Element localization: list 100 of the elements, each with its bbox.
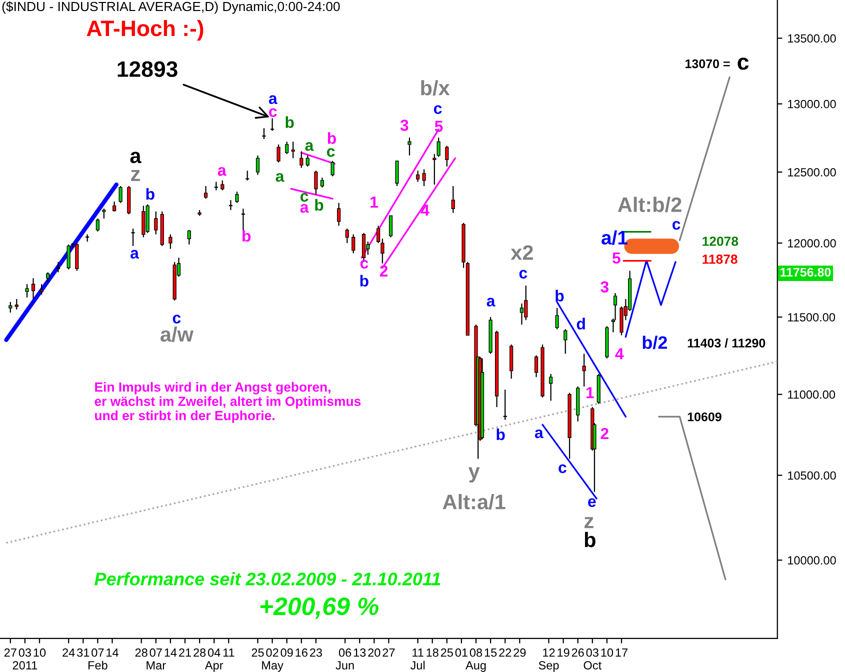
annotation: a [268, 95, 278, 104]
candlestick [330, 160, 334, 177]
annotation: Alt:b/2 [618, 196, 682, 212]
x-tick-label: 20 [368, 648, 380, 657]
annotation: 1 [370, 196, 378, 208]
annotation: b [328, 132, 336, 144]
candlestick [451, 185, 455, 214]
x-tick-label: 23 [310, 648, 322, 657]
candlestick [228, 200, 233, 211]
x-tick-label: 16 [296, 648, 308, 657]
chart-title: ($INDU - INDUSTRIAL AVERAGE,D) Dynamic,0:00-24:00 [2, 1, 340, 14]
text: 11756.80 [780, 268, 831, 277]
candlestick [112, 200, 116, 212]
annotation: 10609 [688, 412, 722, 422]
x-tick-label: 07 Mar [146, 648, 166, 670]
x-tick-label: 26 [572, 648, 584, 657]
annotation: z [584, 517, 594, 528]
candlestick [503, 389, 507, 420]
candlestick [246, 170, 250, 181]
x-tick-label: 07 Feb [88, 648, 108, 670]
candlestick [388, 215, 393, 238]
annotation: c [300, 193, 308, 202]
x-tick-label: 10 [34, 648, 46, 657]
y-tick-label: 13500.00 [788, 34, 836, 43]
candlestick [262, 128, 266, 140]
annotation: a/w [160, 326, 194, 342]
annotation: 4 [420, 204, 430, 216]
candlestick [256, 154, 260, 176]
annotation: c [360, 260, 368, 269]
annotation: a [276, 173, 284, 182]
candlestick [14, 298, 18, 310]
candlestick [534, 354, 538, 378]
candlestick [416, 170, 420, 182]
annotation: a [486, 298, 496, 307]
x-tick-label: 14 [106, 648, 118, 657]
candlestick [131, 228, 135, 247]
candlestick [31, 278, 36, 300]
candlestick [432, 154, 436, 186]
candlestick [320, 177, 324, 188]
x-tick-label: 28 [135, 648, 148, 657]
x-tick-label: 24 [62, 648, 75, 657]
y-tick-label: 11000.00 [788, 390, 836, 399]
y-tick-label: 12500.00 [788, 168, 836, 176]
annotation: 11403 / 11290 [688, 338, 766, 348]
candlestick [300, 150, 304, 168]
y-tick-label: 10000.00 [788, 556, 836, 565]
x-tick-label: 19 [558, 648, 570, 657]
candlestick [291, 141, 295, 159]
x-tick-label: 22 [499, 648, 512, 657]
annotation: 3 [400, 120, 408, 131]
annotation: a [305, 142, 314, 151]
candlestick [8, 301, 12, 314]
candlestick [436, 137, 440, 158]
candlestick [285, 141, 289, 155]
candlestick [555, 307, 559, 330]
x-tick-label: 06 Jun [336, 648, 354, 670]
candlestick [549, 373, 553, 402]
annotation: x2 [510, 245, 533, 260]
annotation: 3 [600, 281, 609, 293]
annotation: a [218, 167, 226, 176]
candlestick [40, 284, 44, 296]
x-tick-label: 04 Apr [204, 648, 224, 672]
annotation: b [242, 230, 251, 242]
annotation: b [360, 274, 368, 287]
x-tick-label: 18 [426, 648, 438, 657]
y-tick-label: 12000.00 [788, 239, 836, 248]
candlestick [187, 230, 191, 246]
annotation: 13070 = [686, 59, 730, 68]
candlestick [582, 353, 586, 388]
candlestick [520, 302, 524, 326]
x-tick-label: 17 [616, 648, 628, 657]
annotation: b [315, 199, 324, 211]
candlestick [306, 154, 310, 168]
x-tick-label: 11 Jul [410, 648, 425, 670]
candlestick [25, 284, 29, 298]
candlestick [142, 205, 146, 238]
annotation: c [738, 58, 749, 70]
candlestick [118, 185, 122, 204]
candlestick [524, 285, 528, 321]
annotation: d [576, 318, 585, 330]
annotation: b [286, 116, 294, 128]
y-tick-label: 13000.00 [788, 100, 836, 108]
annotation: 11878 [702, 254, 738, 264]
candlestick [85, 234, 90, 242]
annotation: 5 [612, 252, 620, 264]
x-tick-label: 15 [484, 648, 497, 657]
y-tick-label: 11500.00 [788, 313, 836, 322]
x-tick-label: 27 [382, 648, 395, 657]
candlestick [352, 234, 356, 254]
candlestick [345, 228, 349, 244]
candlestick [168, 234, 172, 250]
x-tick-label: 10 [601, 648, 614, 657]
annotation: a/1 [602, 230, 628, 245]
annotation: a [130, 152, 142, 164]
x-tick-label: 21 [179, 648, 191, 657]
annotation: c [172, 314, 181, 324]
annotation: b [556, 290, 564, 302]
x-tick-label: 12 Sep [538, 648, 559, 672]
annotation: b [146, 188, 154, 200]
candlestick [564, 328, 568, 354]
